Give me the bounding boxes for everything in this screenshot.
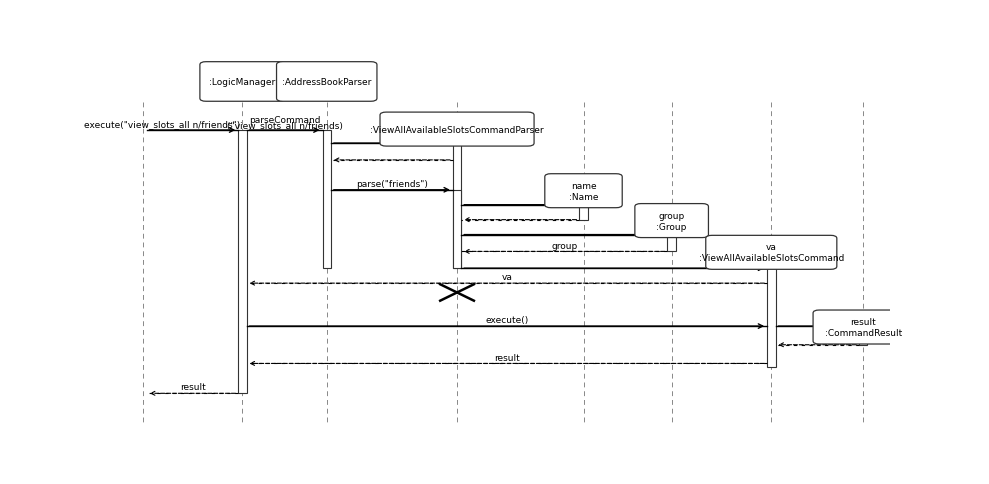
Text: :LogicManager: :LogicManager [210,78,276,87]
Text: :AddressBookParser: :AddressBookParser [282,78,372,87]
Text: va
:ViewAllAvailableSlotsCommand: va :ViewAllAvailableSlotsCommand [698,243,844,263]
FancyBboxPatch shape [668,235,675,252]
FancyBboxPatch shape [322,131,331,269]
FancyBboxPatch shape [706,236,837,270]
FancyBboxPatch shape [453,144,461,269]
Text: ("view_slots_all n/friends): ("view_slots_all n/friends) [226,121,342,130]
FancyBboxPatch shape [859,323,867,345]
Text: result: result [180,383,206,392]
FancyBboxPatch shape [277,62,377,102]
FancyBboxPatch shape [238,131,246,393]
FancyBboxPatch shape [380,113,534,147]
FancyBboxPatch shape [767,269,775,367]
Text: group: group [551,241,578,250]
Text: group
:Group: group :Group [657,211,686,231]
FancyBboxPatch shape [635,204,708,238]
Text: name
:Name: name :Name [569,182,598,201]
FancyBboxPatch shape [813,310,914,344]
Text: parseCommand: parseCommand [249,116,320,125]
Text: va: va [501,272,512,282]
Text: result
:CommandResult: result :CommandResult [825,318,902,337]
Text: :ViewAllAvailableSlotsCommandParser: :ViewAllAvailableSlotsCommandParser [370,125,544,135]
FancyBboxPatch shape [580,205,587,220]
Text: result: result [494,353,520,362]
Text: execute(): execute() [486,316,528,325]
FancyBboxPatch shape [545,174,622,208]
Text: parse("friends"): parse("friends") [356,180,428,189]
Text: execute("view_slots_all n/friends"): execute("view_slots_all n/friends") [84,120,240,129]
FancyBboxPatch shape [453,190,461,269]
FancyBboxPatch shape [200,62,285,102]
